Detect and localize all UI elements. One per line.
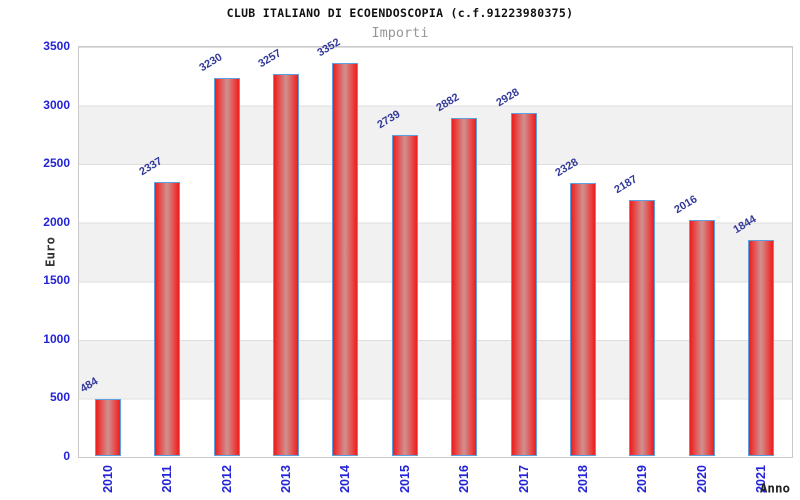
bar: [332, 63, 359, 456]
bar: [510, 113, 537, 456]
bar: [451, 118, 478, 456]
x-tick-label: 2015: [397, 465, 412, 493]
bar: [154, 182, 181, 456]
x-tick-label: 2011: [160, 465, 175, 493]
chart-subtitle: Importi: [371, 25, 429, 41]
x-tick-label: 2017: [516, 465, 531, 493]
y-tick-label: 3000: [43, 97, 70, 112]
x-tick-label: 2010: [100, 465, 115, 493]
x-tick-label: 2019: [635, 465, 650, 493]
y-tick-label: 0: [63, 449, 70, 463]
bar: [94, 399, 121, 456]
x-axis-title: Anno: [759, 480, 790, 496]
bar: [748, 239, 775, 456]
chart-title: CLUB ITALIANO DI ECOENDOSCOPIA (c.f.9122…: [226, 6, 574, 20]
y-tick-label: 1500: [43, 273, 70, 288]
x-tick-label: 2012: [219, 465, 234, 493]
y-axis-title: Euro: [42, 236, 58, 268]
x-tick-label: 2020: [694, 465, 709, 493]
bar: [688, 219, 715, 456]
x-tick-label: 2013: [278, 465, 293, 493]
y-tick-label: 3500: [43, 39, 70, 53]
x-tick-label: 2016: [457, 465, 472, 493]
y-tick-label: 1000: [43, 331, 70, 346]
y-tick-label: 2500: [43, 156, 70, 171]
x-tick-label: 2014: [338, 465, 353, 493]
bar: [391, 135, 418, 456]
bar: [629, 199, 656, 456]
bar: [570, 183, 597, 456]
bar: [213, 77, 240, 456]
y-tick-label: 2000: [43, 214, 70, 229]
plot-area: [78, 46, 793, 458]
y-tick-label: 500: [49, 390, 70, 405]
x-tick-label: 2018: [576, 465, 591, 493]
bar: [272, 74, 299, 456]
